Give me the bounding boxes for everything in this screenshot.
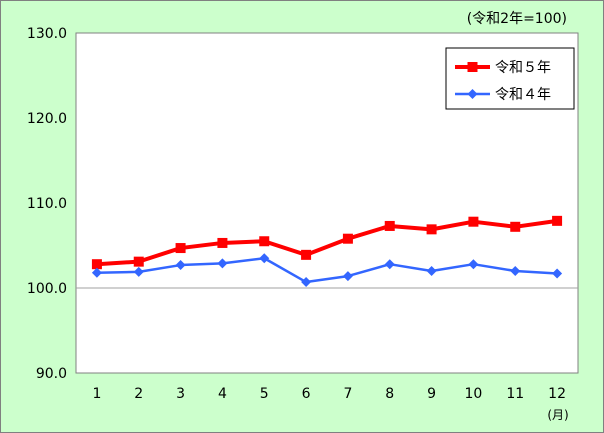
series-2 [91,253,563,288]
x-tick-label: 12 [548,386,566,402]
data-point-square [426,224,437,235]
x-tick-label: 7 [343,386,352,402]
data-point-square [175,243,186,254]
y-tick-label: 100.0 [27,281,67,297]
x-axis-tick-labels: 1 2 3 4 5 6 7 8 9 10 11 12 [92,386,566,402]
y-axis-tick-labels: 90.0 100.0 110.0 120.0 130.0 [27,26,67,382]
data-point-diamond [426,266,437,276]
x-axis-unit: (月) [547,408,568,422]
series-layer [91,215,563,288]
legend-marker-diamond [467,89,478,99]
data-point-square [301,249,312,260]
legend-entry: 令和４年 [455,87,551,103]
x-tick-label: 4 [218,386,227,402]
data-point-diamond [552,268,563,279]
data-point-diamond [91,267,102,278]
data-point-square [468,216,479,227]
x-tick-label: 2 [134,386,143,402]
x-tick-label: 1 [92,386,101,402]
legend-label: 令和５年 [495,60,551,76]
x-tick-label: 6 [302,386,311,402]
data-point-square [91,259,102,270]
legend-marker-square [467,62,478,72]
data-point-square [552,215,563,226]
chart-note: (令和2年=100) [467,11,567,27]
y-tick-label: 120.0 [27,111,67,127]
data-point-diamond [301,277,312,288]
x-tick-label: 5 [260,386,269,402]
data-point-diamond [175,260,186,271]
data-point-diamond [384,259,395,270]
data-point-diamond [468,259,479,270]
x-tick-label: 10 [465,386,483,402]
data-point-diamond [217,258,228,269]
x-tick-label: 3 [176,386,185,402]
data-point-diamond [259,253,270,264]
data-point-square [259,236,270,247]
data-point-diamond [510,266,521,276]
series-1 [91,215,563,270]
y-tick-label: 130.0 [27,26,67,42]
x-tick-label: 8 [385,386,394,402]
legend-entry: 令和５年 [455,60,551,76]
legend-label: 令和４年 [495,87,551,103]
x-tick-label: 11 [506,386,524,402]
y-tick-label: 110.0 [27,196,67,212]
x-tick-label: 9 [427,386,436,402]
series-line [96,218,558,267]
data-point-square [217,237,228,248]
data-point-diamond [133,266,144,277]
data-point-square [510,221,521,232]
series-line [96,257,558,284]
y-tick-label: 90.0 [36,366,67,382]
data-point-square [384,220,395,231]
data-point-square [133,256,144,267]
legend-box [445,47,575,110]
data-point-diamond [342,271,353,282]
data-point-square [342,233,353,244]
